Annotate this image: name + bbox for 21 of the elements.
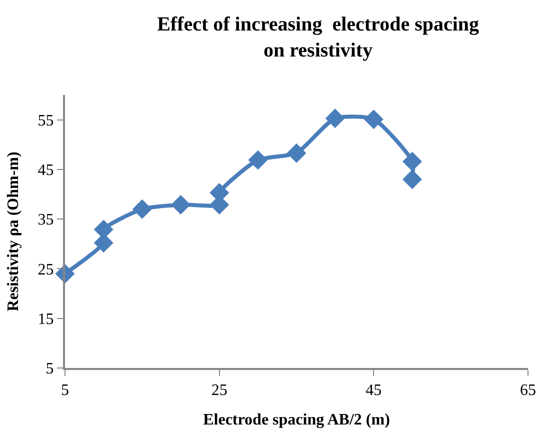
x-tick-label: 5 <box>61 382 69 400</box>
point <box>171 194 190 214</box>
chart-title: Effect of increasing electrode spacing on resistivity <box>157 14 480 62</box>
y-axis-title: Resistivity ρa (Ohm-m) <box>5 152 22 312</box>
x-axis-title: Electrode spacing AB/2 (m) <box>203 411 390 428</box>
x-tick-label: 45 <box>366 382 382 400</box>
x-tick-label: 65 <box>520 382 536 400</box>
y-tick-label: 15 <box>38 310 54 328</box>
y-tick-label: 35 <box>38 212 54 229</box>
point <box>364 110 384 130</box>
point <box>402 170 422 190</box>
point <box>286 143 306 163</box>
y-tick-label: 25 <box>38 261 54 278</box>
y-tick-label: 45 <box>38 162 54 180</box>
y-tick-label: 5 <box>46 360 54 378</box>
point <box>402 152 422 172</box>
y-tick-label: 55 <box>38 112 54 130</box>
point <box>248 150 268 170</box>
x-tick-label: 25 <box>211 382 228 400</box>
point <box>132 199 152 219</box>
point <box>325 108 345 128</box>
